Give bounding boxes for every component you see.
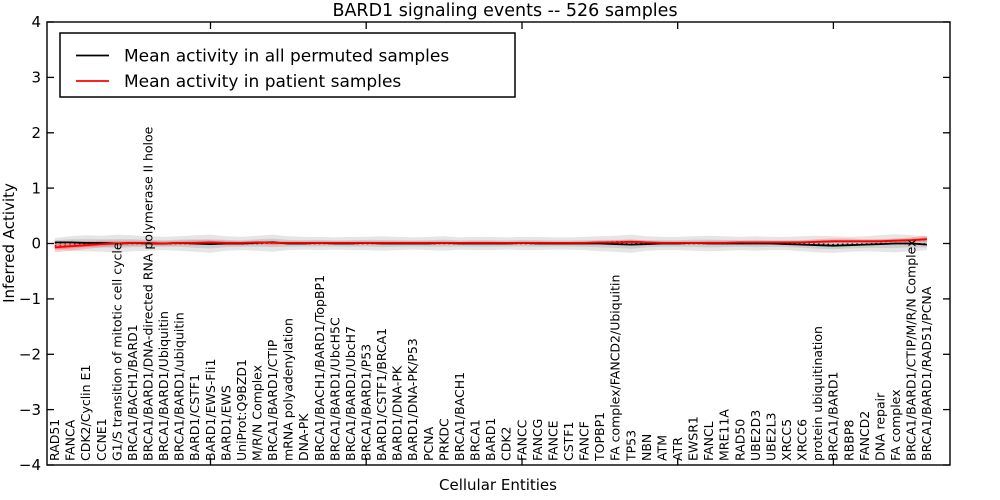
x-tick-label: CDK2	[499, 426, 514, 461]
x-tick-label: M/R/N Complex	[250, 365, 265, 461]
x-tick-label: XRCC5	[779, 419, 794, 461]
x-tick-label: BRCA1/BARD1/UbcH5C	[327, 317, 342, 461]
x-tick-label: FA complex/FANCD2/Ubiquitin	[608, 275, 623, 461]
x-tick-label: BARD1/CSTF1	[187, 374, 202, 461]
x-tick-label: FANCE	[545, 420, 560, 461]
legend: Mean activity in all permuted samples Me…	[59, 32, 516, 98]
y-tick-label: 3	[31, 69, 41, 87]
y-tick-label: −3	[19, 401, 41, 419]
x-tick-label: BRCA1/BARD1/P53	[359, 344, 374, 461]
x-tick-label: BRCA1/BARD1/UbcH7	[343, 326, 358, 461]
chart-title: BARD1 signaling events -- 526 samples	[332, 1, 677, 21]
x-tick-label: FANCA	[63, 419, 78, 461]
x-tick-label: CSTF1	[561, 422, 576, 461]
x-tick-label: RBBP8	[841, 420, 856, 461]
x-tick-label: BRCA1/BACH1/BARD1	[125, 324, 140, 461]
x-tick-label: BRCA1/BARD1/ubiquitin	[172, 312, 187, 461]
x-tick-labels: RAD51 FANCA CDK2/Cyclin E1 CCNE1 G1/S transi…	[47, 126, 934, 462]
x-tick-label: DNA-PK	[296, 413, 311, 461]
x-tick-label: PRKDC	[436, 418, 451, 461]
x-tick-label: FANCL	[701, 421, 716, 461]
x-tick-label: mRNA polyadenylation	[281, 318, 296, 461]
legend-box	[59, 32, 516, 98]
y-tick-label: 1	[31, 179, 41, 197]
x-tick-label: FANCG	[530, 419, 545, 461]
x-tick-label: RAD51	[47, 419, 62, 461]
y-tick-label: −2	[19, 345, 41, 363]
x-axis-label: Cellular Entities	[439, 476, 557, 494]
x-tick-label: PCNA	[421, 426, 436, 461]
x-tick-label: MRE11A	[717, 409, 732, 461]
x-tick-label: RAD50	[732, 419, 747, 461]
x-tick-label: EWSR1	[686, 416, 701, 461]
data-series-lines	[54, 238, 927, 249]
x-tick-label: BARD1	[483, 418, 498, 461]
axis-ticks	[47, 21, 950, 466]
legend-label-permuted: Mean activity in all permuted samples	[124, 47, 449, 67]
x-tick-label: FA complex	[888, 389, 903, 461]
x-tick-label: TOPBP1	[592, 412, 607, 462]
x-tick-label: protein ubiquitination	[810, 326, 825, 461]
x-tick-label: BARD1/DNA-PK	[390, 365, 405, 461]
y-tick-label: 4	[31, 13, 41, 31]
x-tick-label: TP53	[623, 430, 638, 462]
x-tick-label: UBE2D3	[748, 410, 763, 461]
x-tick-label: FANCF	[577, 421, 592, 461]
y-tick-label: −4	[19, 456, 41, 474]
series-line-2	[54, 238, 927, 249]
x-tick-label: BRCA1/BARD1	[826, 372, 841, 461]
y-tick-labels: 4 3 2 1 0 −1 −2 −3 −4	[19, 13, 41, 474]
x-tick-label: BARD1/DNA-PK/P53	[405, 338, 420, 461]
x-tick-label: FANCC	[514, 419, 529, 461]
x-tick-label: BRCA1/BARD1/Ubiquitin	[156, 311, 171, 461]
x-tick-label: BRCA1/BARD1/CTIP	[265, 339, 280, 461]
x-tick-label: ATR	[670, 437, 685, 461]
x-tick-label: BRCA1/BACH1/BARD1/TopBP1	[312, 275, 327, 461]
y-tick-label: −1	[19, 290, 41, 308]
y-tick-label: 2	[31, 124, 41, 142]
x-tick-label: BARD1/EWS	[218, 385, 233, 461]
x-tick-label: BRCA1/BARD1/CTIP/M/R/N Complex	[904, 239, 919, 461]
x-tick-label: G1/S transition of mitotic cell cycle	[109, 242, 124, 461]
x-tick-label: NBN	[639, 434, 654, 461]
x-tick-label: BRCA1	[468, 419, 483, 461]
x-tick-label: FANCD2	[857, 411, 872, 461]
x-tick-label: BARD1/EWS-Fli1	[203, 359, 218, 461]
x-tick-label: BARD1/CSTF1/BRCA1	[374, 328, 389, 461]
x-tick-label: UBE2L3	[763, 413, 778, 462]
legend-label-patient: Mean activity in patient samples	[124, 72, 401, 92]
y-axis-label: Inferred Activity	[0, 183, 18, 303]
x-tick-label: ATM	[654, 435, 669, 461]
y-tick-label: 0	[31, 235, 41, 253]
x-tick-label: BRCA1/BACH1	[452, 372, 467, 461]
x-tick-label: BRCA1/BARD1/DNA-directed RNA polymerase …	[141, 126, 156, 461]
x-tick-label: CCNE1	[94, 418, 109, 461]
x-tick-label: CDK2/Cyclin E1	[78, 365, 93, 461]
x-tick-label: XRCC6	[795, 419, 810, 461]
x-tick-label: BRCA1/BARD1/RAD51/PCNA	[919, 286, 934, 461]
x-tick-label: DNA repair	[872, 392, 887, 461]
x-tick-label: UniProt:Q9BZD1	[234, 359, 249, 461]
